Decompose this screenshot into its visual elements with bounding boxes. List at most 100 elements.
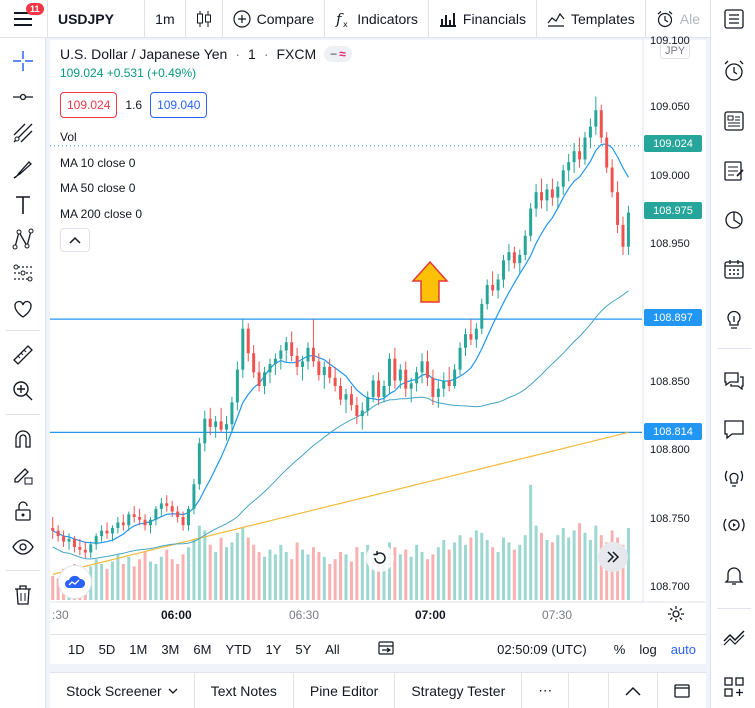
- trend-line-tool[interactable]: [8, 82, 38, 112]
- candle-body: [518, 254, 522, 264]
- magnet-tool[interactable]: [8, 424, 38, 454]
- chart-settings-button[interactable]: [667, 605, 685, 628]
- date-range-button[interactable]: [347, 640, 402, 659]
- news-button[interactable]: [719, 106, 749, 136]
- range-toolbar: 1D 5D 1M 3M 6M YTD 1Y 5Y All 02:50:09 (U…: [50, 634, 706, 664]
- tab-pine-editor[interactable]: Pine Editor: [294, 672, 396, 708]
- chart-type-button[interactable]: [186, 0, 223, 38]
- toolbar-divider: [6, 414, 40, 415]
- candle-body: [284, 342, 288, 351]
- tradingview-logo-button[interactable]: [58, 565, 92, 599]
- percent-scale-toggle[interactable]: %: [613, 642, 626, 657]
- volume-bar: [170, 559, 174, 600]
- volume-bar: [507, 542, 511, 600]
- streams-button[interactable]: [719, 510, 749, 540]
- range-all[interactable]: All: [325, 642, 340, 657]
- text-tool[interactable]: [8, 190, 38, 220]
- candle-body: [273, 358, 277, 365]
- more-tabs-button[interactable]: ⋯: [522, 672, 570, 708]
- collapse-panel-button[interactable]: [608, 672, 658, 708]
- ma50-indicator-label[interactable]: MA 50 close 0: [60, 181, 136, 195]
- volume-bar: [621, 544, 625, 600]
- range-5y[interactable]: 5Y: [295, 642, 312, 657]
- collapse-legend-button[interactable]: [60, 228, 90, 252]
- alerts-button[interactable]: Ale: [646, 0, 710, 38]
- messages-button[interactable]: [719, 414, 749, 444]
- layout-grid-button[interactable]: [719, 672, 749, 702]
- alerts-panel-button[interactable]: [719, 56, 749, 86]
- candle-body: [241, 328, 245, 370]
- legend-change: +0.531: [106, 66, 144, 80]
- compare-button[interactable]: Compare: [223, 0, 326, 38]
- scroll-to-realtime-button[interactable]: [598, 542, 628, 572]
- main-menu-button[interactable]: 11: [0, 0, 48, 38]
- range-5d[interactable]: 5D: [98, 642, 116, 657]
- data-window-button[interactable]: [719, 156, 749, 186]
- maximize-panel-button[interactable]: [658, 673, 706, 708]
- chart-legend: U.S. Dollar / Japanese Yen · 1 · FXCM − …: [60, 46, 352, 80]
- zoom-in-icon: [13, 381, 33, 401]
- brush-tool[interactable]: [8, 154, 38, 184]
- templates-button[interactable]: Templates: [537, 0, 646, 38]
- tab-stock-screener[interactable]: Stock Screener: [50, 672, 195, 708]
- range-3m[interactable]: 3M: [161, 642, 180, 657]
- crosshair-tool[interactable]: [8, 46, 38, 76]
- hotlists-button[interactable]: [719, 204, 749, 234]
- buy-button[interactable]: 109.040: [150, 92, 208, 118]
- lock-drawings-tool[interactable]: [8, 496, 38, 526]
- candle-body: [469, 334, 473, 340]
- favorites-tool[interactable]: [8, 294, 38, 324]
- zoom-tool[interactable]: [8, 376, 38, 406]
- reset-chart-button[interactable]: [366, 544, 394, 572]
- range-ytd[interactable]: YTD: [225, 642, 252, 657]
- legend-interval: 1: [248, 46, 256, 62]
- log-scale-toggle[interactable]: log: [639, 642, 657, 657]
- calendar-button[interactable]: [719, 254, 749, 284]
- chart-pane[interactable]: U.S. Dollar / Japanese Yen · 1 · FXCM − …: [50, 35, 706, 662]
- pattern-tool[interactable]: [8, 224, 38, 254]
- ma200-indicator-label[interactable]: MA 200 close 0: [60, 207, 143, 221]
- trading-panel-button[interactable]: [719, 622, 749, 652]
- currency-label[interactable]: JPY: [660, 43, 691, 59]
- watchlist-button[interactable]: [719, 4, 749, 34]
- crosshair-icon: [13, 51, 33, 71]
- tab-strategy-tester[interactable]: Strategy Tester: [395, 672, 523, 708]
- chats-button[interactable]: [719, 366, 749, 396]
- remove-drawings-tool[interactable]: [8, 580, 38, 610]
- volume-bar: [415, 544, 419, 600]
- legend-title: U.S. Dollar / Japanese Yen: [60, 46, 228, 62]
- candle-body: [540, 192, 544, 201]
- candle-body: [214, 421, 218, 427]
- sell-button[interactable]: 109.024: [60, 92, 118, 118]
- candle-body: [197, 443, 201, 485]
- live-streams-button[interactable]: [719, 462, 749, 492]
- utc-clock[interactable]: 02:50:09 (UTC): [497, 642, 587, 657]
- stay-drawing-tool[interactable]: [8, 460, 38, 490]
- range-1m[interactable]: 1M: [129, 642, 148, 657]
- ma10-indicator-label[interactable]: MA 10 close 0: [60, 156, 136, 170]
- candle-body: [512, 252, 516, 264]
- unlock-icon: [15, 501, 31, 521]
- hide-drawings-tool[interactable]: [8, 532, 38, 562]
- candle-body: [474, 328, 478, 340]
- symbol-search-button[interactable]: USDJPY: [48, 0, 146, 38]
- candle-body: [62, 536, 66, 542]
- legend-status-pill[interactable]: − ≈: [324, 46, 352, 62]
- prediction-tool[interactable]: [8, 258, 38, 288]
- interval-button[interactable]: 1m: [145, 0, 186, 38]
- auto-scale-toggle[interactable]: auto: [670, 642, 696, 657]
- financials-button[interactable]: Financials: [429, 0, 537, 38]
- alerts-label: Ale: [679, 10, 700, 27]
- range-1y[interactable]: 1Y: [265, 642, 282, 657]
- volume-bar: [322, 556, 326, 600]
- measure-tool[interactable]: [8, 340, 38, 370]
- notifications-button[interactable]: [719, 560, 749, 590]
- range-6m[interactable]: 6M: [193, 642, 212, 657]
- volume-indicator-label[interactable]: Vol: [60, 130, 77, 144]
- tab-text-notes[interactable]: Text Notes: [195, 672, 294, 708]
- candle-body: [252, 353, 256, 373]
- range-1d[interactable]: 1D: [68, 642, 85, 657]
- ideas-button[interactable]: [719, 304, 749, 334]
- pitchfork-tool[interactable]: [8, 118, 38, 148]
